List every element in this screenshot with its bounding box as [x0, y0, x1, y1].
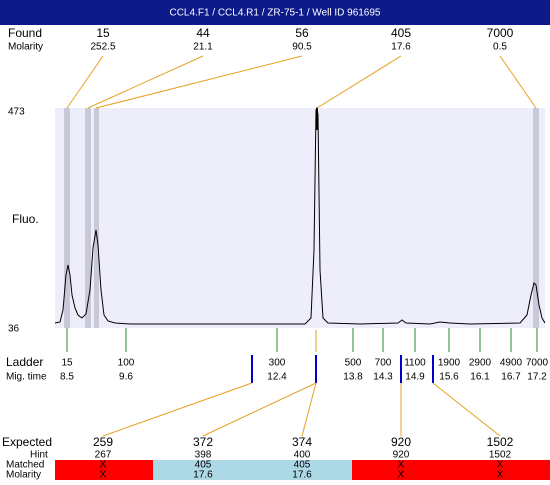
- matched-molarity: X: [398, 470, 405, 480]
- matched-molarity: X: [497, 470, 504, 480]
- found-leader: [95, 55, 303, 109]
- found-size: 7000: [487, 26, 514, 40]
- found-molarity: 21.1: [193, 42, 213, 53]
- mig-time-label: Mig. time: [6, 372, 47, 383]
- expected-size: 374: [292, 435, 312, 449]
- hint: 398: [195, 450, 212, 461]
- expected-size: 372: [193, 435, 213, 449]
- expected-label: Expected: [2, 435, 52, 449]
- found-molarity-label: Molarity: [8, 42, 43, 53]
- matched: X: [100, 460, 107, 471]
- matched-molarity: X: [100, 470, 107, 480]
- matched: 405: [195, 460, 212, 471]
- axis-label: Fluo.: [12, 212, 39, 226]
- band: [94, 108, 99, 328]
- found-size: 405: [391, 26, 411, 40]
- matched-molarity: 17.6: [292, 470, 312, 480]
- expected-leader: [102, 382, 253, 437]
- ladder-size: 7000: [526, 358, 549, 369]
- found-size: 44: [196, 26, 210, 40]
- ladder-size: 1100: [404, 358, 426, 369]
- band: [533, 108, 539, 328]
- matched: X: [497, 460, 504, 471]
- ladder-size: 500: [345, 358, 362, 369]
- found-molarity: 252.5: [90, 42, 115, 53]
- found-label: Found: [8, 26, 42, 40]
- title: CCL4.F1 / CCL4.R1 / ZR-75-1 / Well ID 96…: [169, 8, 380, 19]
- found-leader: [87, 55, 204, 109]
- matched-molarity: 17.6: [193, 470, 213, 480]
- hint: 400: [294, 450, 311, 461]
- found-molarity: 90.5: [292, 42, 312, 53]
- expected-size: 920: [391, 435, 411, 449]
- axis-bottom: 36: [8, 324, 20, 335]
- matched-bar: [55, 460, 153, 480]
- hint-label: Hint: [30, 450, 48, 461]
- hint: 1502: [489, 450, 512, 461]
- ladder-time: 15.6: [439, 372, 459, 383]
- found-size: 15: [96, 26, 110, 40]
- ladder-time: 13.8: [343, 372, 363, 383]
- hint: 267: [95, 450, 112, 461]
- ladder-time: 17.2: [527, 372, 547, 383]
- band: [64, 108, 70, 328]
- expected-leader: [301, 382, 317, 437]
- plot-area: [55, 108, 545, 328]
- ladder-size: 15: [61, 358, 73, 369]
- expected-size: 1502: [487, 435, 514, 449]
- band: [85, 108, 91, 328]
- ladder-size: 2900: [469, 358, 492, 369]
- hint: 920: [393, 450, 410, 461]
- found-molarity: 0.5: [493, 42, 507, 53]
- ladder-time: 14.3: [373, 372, 393, 383]
- found-molarity: 17.6: [391, 42, 411, 53]
- ladder-time: 9.6: [119, 372, 133, 383]
- found-leader: [316, 55, 402, 109]
- ladder-time: 14.9: [405, 372, 425, 383]
- ladder-size: 700: [375, 358, 392, 369]
- ladder-label: Ladder: [6, 355, 43, 369]
- matched-bar: [153, 460, 352, 480]
- trace: [54, 106, 546, 325]
- peak-bands: [64, 108, 539, 328]
- expected-size: 259: [93, 435, 113, 449]
- molarity-label: Molarity: [6, 470, 41, 480]
- matched: 405: [294, 460, 311, 471]
- found-leader: [499, 55, 537, 109]
- matched-label: Matched: [6, 460, 44, 471]
- ladder-size: 300: [269, 358, 286, 369]
- expected-leader: [202, 382, 317, 437]
- found-size: 56: [295, 26, 309, 40]
- matched: X: [398, 460, 405, 471]
- ladder-size: 4900: [500, 358, 523, 369]
- matched-bar: [352, 460, 550, 480]
- ladder-time: 8.5: [60, 372, 74, 383]
- expected-leader: [432, 382, 501, 437]
- ladder-size: 100: [118, 358, 135, 369]
- ladder-size: 1900: [438, 358, 461, 369]
- ladder-time: 16.7: [501, 372, 521, 383]
- ladder-time: 12.4: [267, 372, 287, 383]
- ladder-time: 16.1: [470, 372, 490, 383]
- axis-top: 473: [8, 107, 25, 118]
- found-leader: [66, 55, 104, 109]
- title-bar: [0, 0, 550, 25]
